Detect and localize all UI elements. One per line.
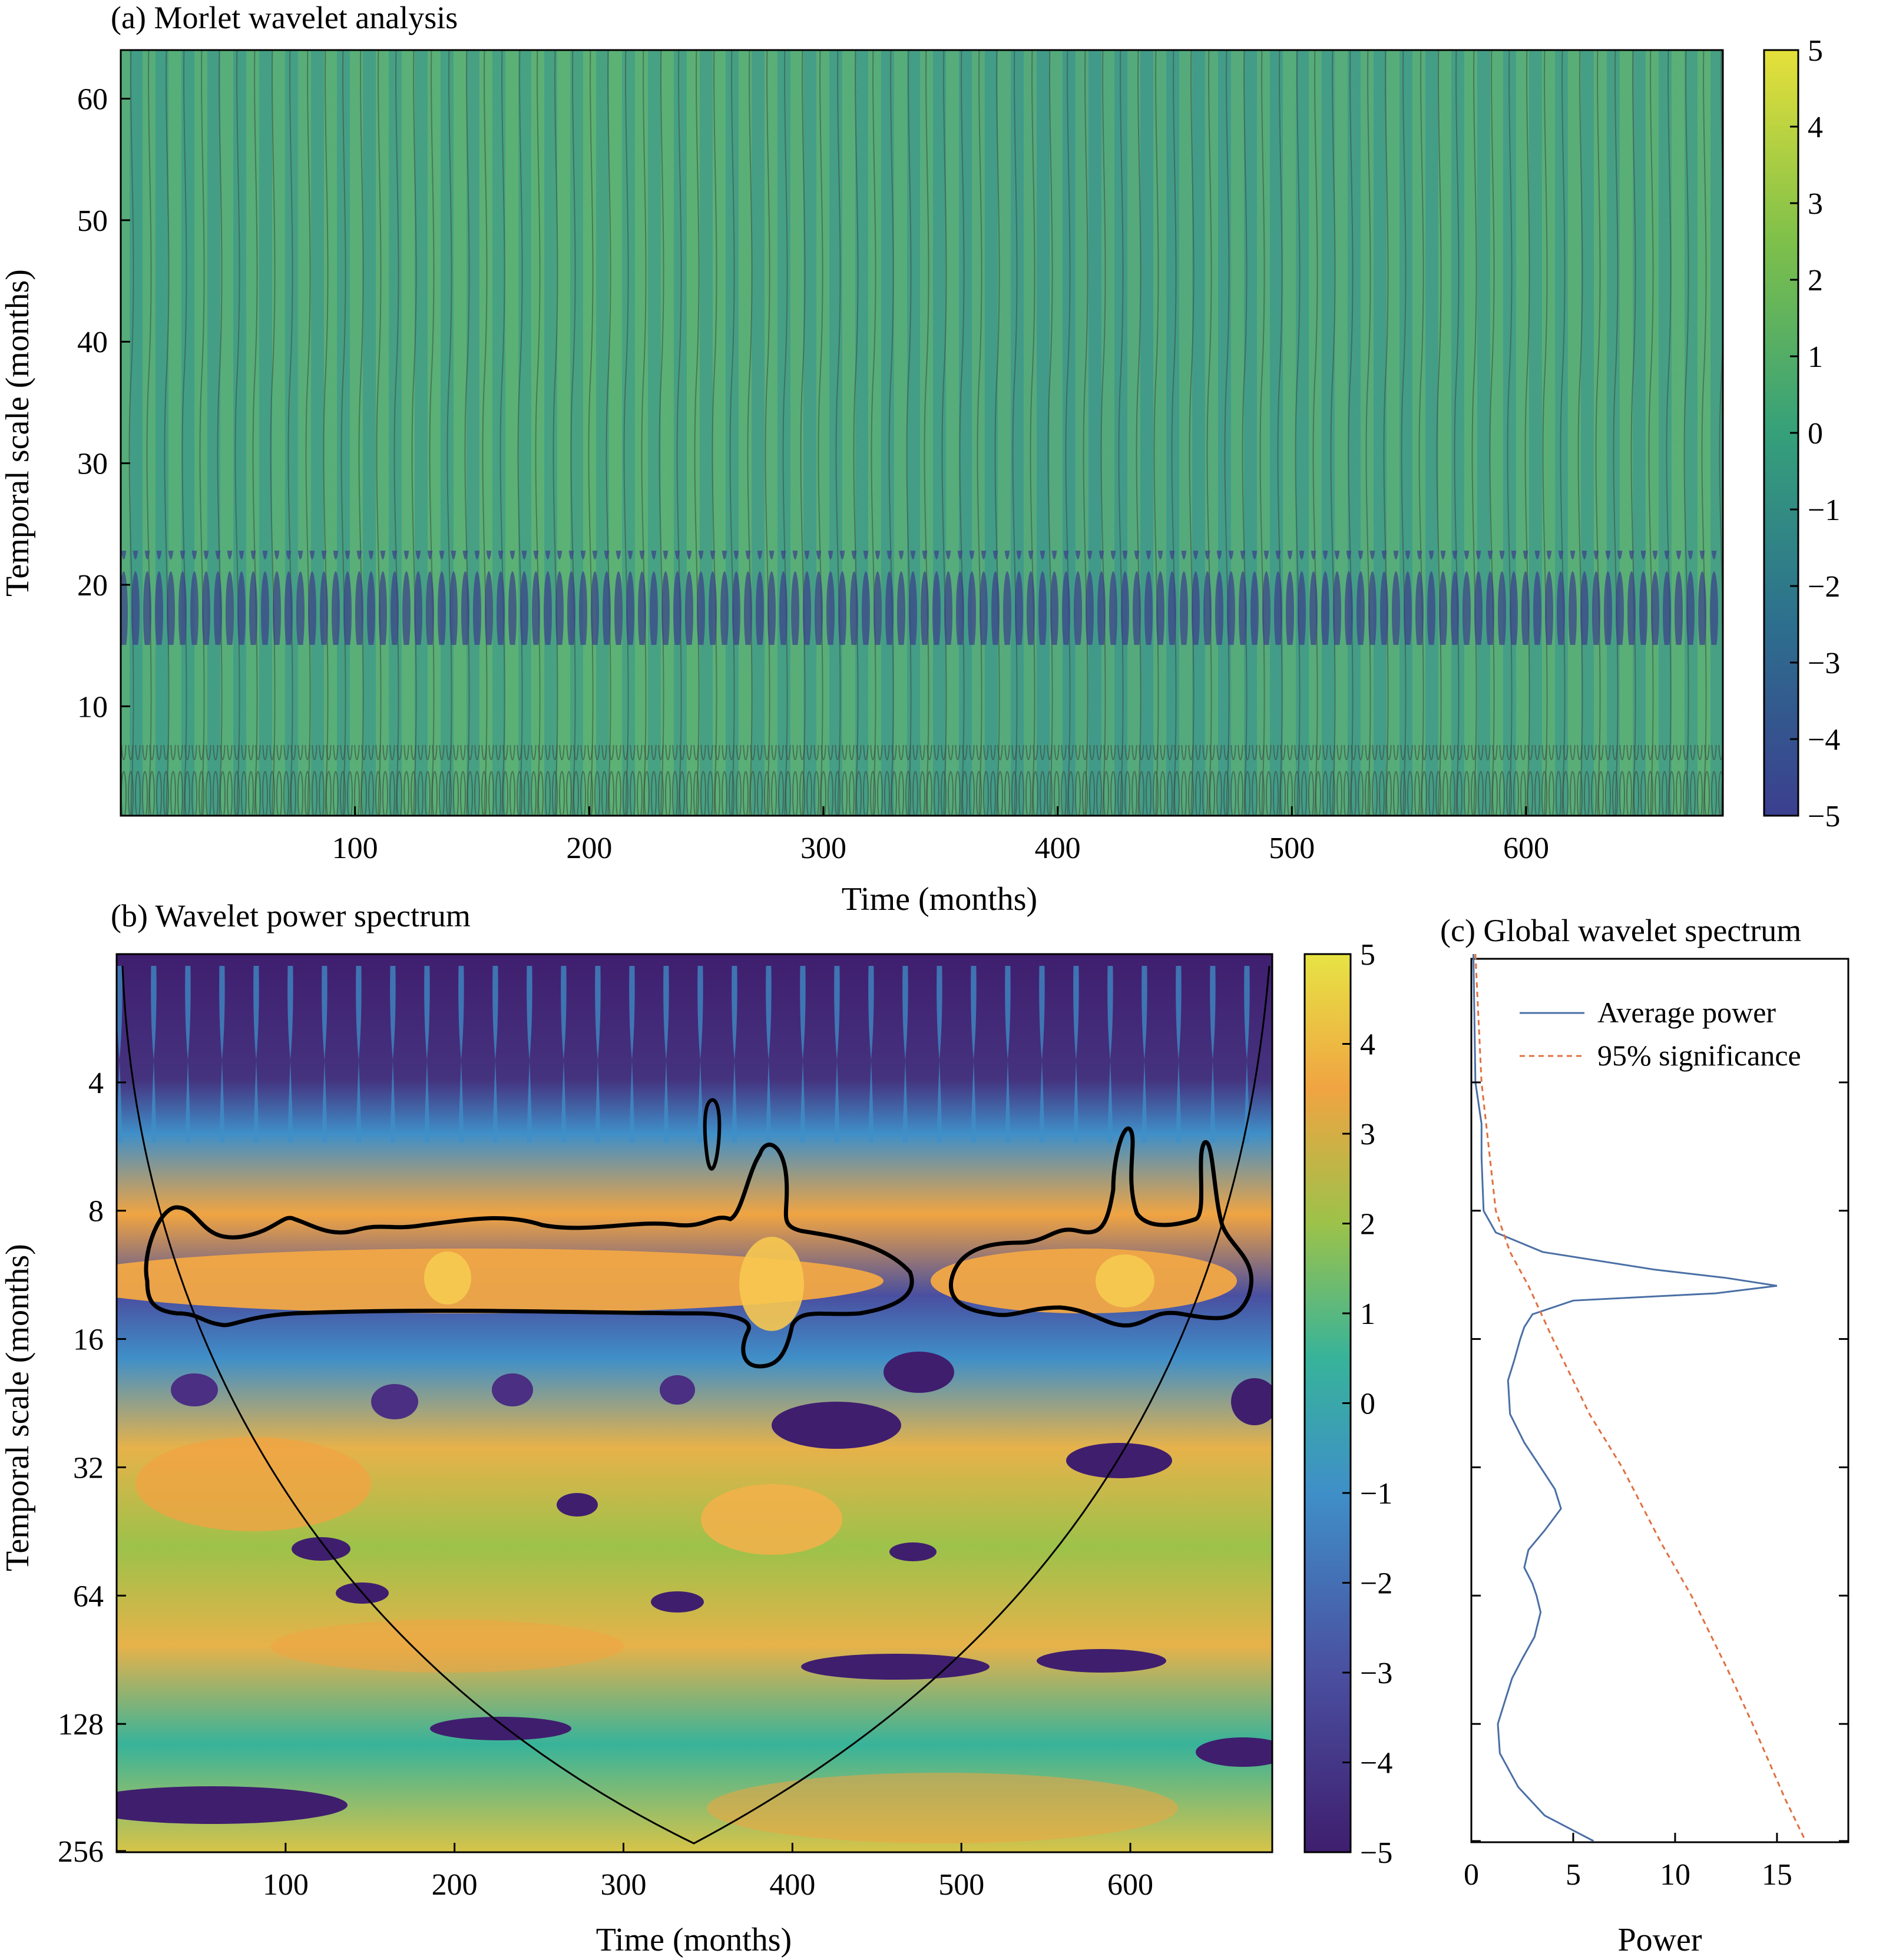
- colorbar-tick-label: 0: [1808, 417, 1823, 451]
- panel-b-xtick-label: 300: [601, 1868, 647, 1902]
- colorbar-tick-label: −3: [1360, 1657, 1392, 1690]
- colorbar-tick-label: −4: [1808, 723, 1840, 757]
- colorbar-tick-label: 4: [1808, 111, 1823, 144]
- colorbar-tick-label: −1: [1808, 494, 1840, 527]
- panel-b-xtick-label: 500: [938, 1868, 984, 1902]
- colorbar-tick-label: 4: [1360, 1028, 1375, 1062]
- panel-c-axes: 0 5 10 15: [1464, 1081, 1848, 1892]
- panel-a-xlabel: Time (months): [842, 881, 1037, 918]
- panel-a-ytick-label: 20: [77, 569, 108, 602]
- panel-a-axes: 100 200 300 400 500 600 10 20 30 40 50 60: [77, 83, 1549, 865]
- colorbar-tick-label: −2: [1360, 1567, 1392, 1601]
- panel-b-heatmap: [117, 954, 1272, 1852]
- panel-b-colorbar-ticks: 5 4 3 2 1 0 −1 −2 −3 −4 −5: [1342, 938, 1392, 1870]
- colorbar-tick-label: 3: [1360, 1118, 1375, 1151]
- panel-a-ytick-label: 10: [77, 690, 108, 724]
- panel-a-xtick-label: 500: [1269, 832, 1315, 865]
- panel-a-title: (a) Morlet wavelet analysis: [111, 0, 458, 35]
- colorbar-tick-label: 5: [1360, 938, 1375, 972]
- panel-b-ytick-label: 256: [58, 1835, 104, 1869]
- panel-b-xtick-label: 100: [263, 1868, 309, 1902]
- panel-a-xtick-label: 600: [1503, 832, 1549, 865]
- panel-c-frame: [1470, 958, 1849, 1843]
- significance-line: [1474, 953, 1806, 1842]
- panel-c-plot: [1473, 953, 1806, 1842]
- panel-a-ytick-label: 30: [77, 448, 108, 481]
- panel-b-ytick-label: 32: [73, 1451, 104, 1485]
- panel-b-axes: 100 200 300 400 500 600 4 8 16 32 64 128 256: [58, 1067, 1153, 1902]
- panel-a-xtick-label: 100: [332, 832, 378, 865]
- panel-b-ytick-label: 64: [73, 1580, 104, 1613]
- panel-a-ytick-label: 40: [77, 326, 108, 359]
- panel-c-xtick-label: 0: [1464, 1858, 1479, 1892]
- panel-a-xtick-label: 200: [566, 832, 612, 865]
- panel-c-legend: Average power 95% significance: [1520, 996, 1801, 1072]
- panel-c-xtick-label: 5: [1566, 1858, 1581, 1892]
- colorbar-tick-label: 5: [1808, 34, 1823, 68]
- panel-c-xtick-label: 15: [1762, 1858, 1792, 1892]
- panel-b-xtick-label: 200: [432, 1868, 478, 1902]
- panel-a-frame: [120, 49, 1724, 817]
- panel-a-ytick-label: 50: [77, 204, 108, 238]
- colorbar-tick-label: 1: [1808, 340, 1823, 374]
- legend-average-power: Average power: [1597, 996, 1776, 1029]
- colorbar-tick-label: 2: [1808, 264, 1823, 297]
- colorbar-tick-label: 3: [1808, 187, 1823, 221]
- panel-b-ytick-label: 16: [73, 1323, 104, 1357]
- average-power-line: [1473, 953, 1778, 1842]
- colorbar-tick-label: −4: [1360, 1747, 1392, 1780]
- panel-c-xlabel: Power: [1617, 1922, 1702, 1958]
- legend-significance: 95% significance: [1597, 1039, 1801, 1072]
- colorbar-tick-label: 0: [1360, 1388, 1375, 1421]
- colorbar-tick-label: 2: [1360, 1208, 1375, 1241]
- colorbar-tick-label: −5: [1808, 800, 1840, 833]
- panel-a-colorbar-ticks: 5 4 3 2 1 0 −1 −2 −3 −4 −5: [1790, 34, 1840, 833]
- colorbar-tick-label: −3: [1808, 647, 1840, 680]
- panel-b-ytick-label: 4: [88, 1067, 104, 1100]
- panel-a-ytick-label: 60: [77, 83, 108, 117]
- panel-b-ytick-label: 128: [58, 1708, 104, 1742]
- panel-b-xtick-label: 400: [769, 1868, 815, 1902]
- panel-b-xlabel: Time (months): [596, 1922, 792, 1958]
- panel-b-frame: [115, 953, 1273, 1853]
- panel-b-title: (b) Wavelet power spectrum: [111, 898, 471, 933]
- colorbar-tick-label: −2: [1808, 570, 1840, 604]
- panel-a-xtick-label: 300: [800, 832, 846, 865]
- panel-a-heatmap: [121, 50, 1723, 816]
- panel-a-ylabel: Temporal scale (months): [0, 269, 36, 597]
- panel-b-xtick-label: 600: [1107, 1868, 1153, 1902]
- panel-b-ytick-label: 8: [88, 1195, 104, 1229]
- panel-b-ylabel: Temporal scale (months): [0, 1244, 36, 1571]
- colorbar-tick-label: −5: [1360, 1836, 1392, 1870]
- panel-c-xtick-label: 10: [1660, 1858, 1690, 1892]
- panel-a-xtick-label: 400: [1035, 832, 1081, 865]
- colorbar-tick-label: 1: [1360, 1297, 1375, 1331]
- panel-c-title: (c) Global wavelet spectrum: [1440, 913, 1801, 948]
- colorbar-tick-label: −1: [1360, 1477, 1392, 1511]
